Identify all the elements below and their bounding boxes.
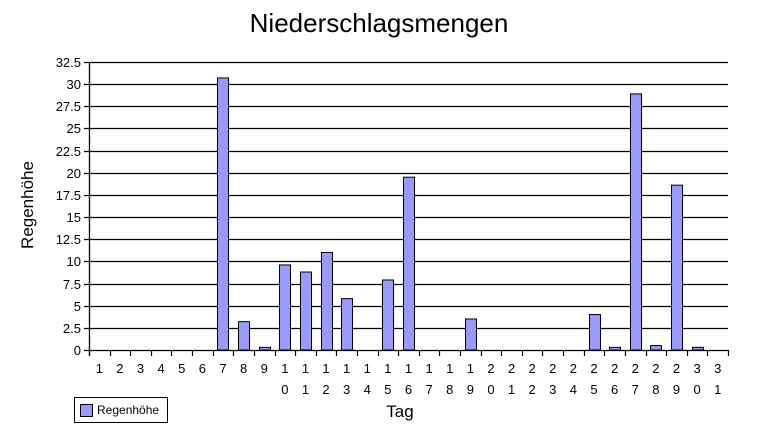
y-tick-label: 10 <box>67 254 81 269</box>
x-tick-label: 7 <box>219 361 226 376</box>
x-tick-label: 3 <box>693 361 700 376</box>
x-tick-label: 8 <box>240 361 247 376</box>
legend: Regenhöhe <box>74 397 168 423</box>
bar-day-28 <box>650 345 662 351</box>
x-tick-label: 2 <box>652 361 659 376</box>
x-tick-label: 4 <box>158 361 165 376</box>
x-tick-label: 9 <box>261 361 268 376</box>
x-tick-label: 1 <box>714 382 721 397</box>
x-tick-label: 4 <box>364 382 371 397</box>
x-tick-label: 3 <box>549 382 556 397</box>
chart-title: Niederschlagsmengen <box>249 8 509 38</box>
x-tick-label: 0 <box>487 382 494 397</box>
bar-day-10 <box>279 264 291 351</box>
bar-day-30 <box>692 346 704 351</box>
x-tick-label: 5 <box>178 361 185 376</box>
y-tick-label: 0 <box>74 343 81 358</box>
x-tick-label: 6 <box>611 382 618 397</box>
legend-label: Regenhöhe <box>97 403 160 417</box>
x-axis-label: Tag <box>386 402 414 421</box>
x-tick-label: 2 <box>322 382 329 397</box>
x-tick-label: 2 <box>529 382 536 397</box>
y-tick-label: 25 <box>67 121 81 136</box>
x-tick-label: 0 <box>281 382 288 397</box>
x-tick-label: 1 <box>405 361 412 376</box>
x-tick-label: 1 <box>96 361 103 376</box>
x-tick-label: 9 <box>673 382 680 397</box>
bar-day-26 <box>609 346 621 351</box>
x-tick-label: 2 <box>529 361 536 376</box>
y-tick-label: 2.5 <box>63 321 81 336</box>
x-tick-label: 2 <box>590 361 597 376</box>
x-tick-label: 1 <box>281 361 288 376</box>
x-tick-label: 2 <box>116 361 123 376</box>
bar-day-7 <box>217 77 229 351</box>
x-tick-label: 1 <box>343 361 350 376</box>
y-tick-label: 22.5 <box>56 144 81 159</box>
x-tick-label: 2 <box>611 361 618 376</box>
bar-day-29 <box>671 184 683 351</box>
x-tick-label: 3 <box>137 361 144 376</box>
x-tick-label: 0 <box>693 382 700 397</box>
x-tick-label: 8 <box>446 382 453 397</box>
x-tick-label: 4 <box>570 382 577 397</box>
y-tick-label: 7.5 <box>63 277 81 292</box>
bar-day-19 <box>465 318 477 351</box>
x-tick-label: 1 <box>384 361 391 376</box>
x-tick-label: 3 <box>714 361 721 376</box>
x-tick-label: 2 <box>632 361 639 376</box>
x-tick-label: 7 <box>632 382 639 397</box>
x-tick-label: 1 <box>302 361 309 376</box>
x-tick-label: 2 <box>570 361 577 376</box>
x-tick-label: 2 <box>549 361 556 376</box>
x-tick-label: 3 <box>343 382 350 397</box>
y-tick-label: 5 <box>74 299 81 314</box>
x-tick-label: 2 <box>673 361 680 376</box>
y-tick-label: 27.5 <box>56 99 81 114</box>
x-tick-label: 5 <box>384 382 391 397</box>
x-tick-label: 1 <box>322 361 329 376</box>
x-tick-label: 1 <box>446 361 453 376</box>
y-tick-label: 32.5 <box>56 55 81 70</box>
x-tick-label: 9 <box>467 382 474 397</box>
x-tick-label: 1 <box>364 361 371 376</box>
bar-day-9 <box>259 346 271 351</box>
y-tick-label: 17.5 <box>56 188 81 203</box>
x-tick-label: 1 <box>508 382 515 397</box>
y-tick-label: 30 <box>67 77 81 92</box>
bar-day-27 <box>630 93 642 351</box>
bar-day-12 <box>321 252 333 351</box>
bar-day-13 <box>341 298 353 351</box>
x-tick-label: 1 <box>467 361 474 376</box>
bar-day-11 <box>300 271 312 351</box>
y-tick-label: 20 <box>67 166 81 181</box>
x-tick-label: 1 <box>302 382 309 397</box>
bar-day-8 <box>238 321 250 351</box>
y-tick-label: 15 <box>67 210 81 225</box>
bar-day-25 <box>589 314 601 351</box>
x-tick-label: 1 <box>425 361 432 376</box>
legend-swatch <box>80 403 93 417</box>
x-tick-label: 5 <box>590 382 597 397</box>
x-tick-label: 6 <box>199 361 206 376</box>
y-tick-label: 12.5 <box>56 232 81 247</box>
x-tick-label: 6 <box>405 382 412 397</box>
bar-day-15 <box>382 279 394 351</box>
bar-day-16 <box>403 176 415 351</box>
x-tick-label: 2 <box>487 361 494 376</box>
x-tick-label: 8 <box>652 382 659 397</box>
x-tick-label: 7 <box>425 382 432 397</box>
x-tick-label: 2 <box>508 361 515 376</box>
